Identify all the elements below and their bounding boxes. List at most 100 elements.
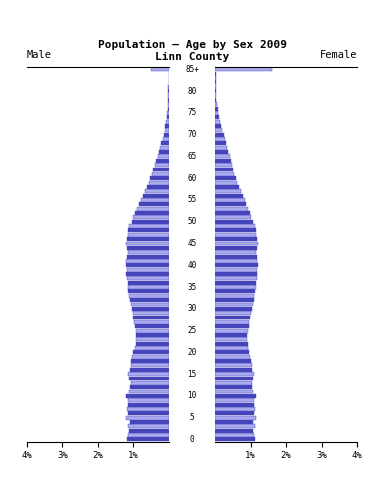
Bar (215, 155, 230, 158)
Bar (215, 193, 243, 198)
Bar (215, 416, 256, 420)
Bar (215, 324, 249, 328)
Bar (167, 115, 169, 119)
Bar (215, 289, 255, 293)
Bar (134, 216, 169, 219)
Bar (215, 72, 216, 76)
Bar (215, 137, 225, 141)
Bar (166, 124, 169, 128)
Bar (136, 329, 169, 333)
Bar (167, 107, 169, 110)
Bar (126, 241, 169, 245)
Bar (215, 172, 234, 176)
Bar (126, 272, 169, 276)
Bar (139, 203, 169, 206)
Bar (134, 350, 169, 354)
Bar (215, 185, 239, 189)
Bar (215, 307, 252, 311)
Text: 25: 25 (187, 326, 197, 335)
Bar (215, 216, 251, 219)
Bar (215, 424, 255, 428)
Bar (215, 407, 255, 411)
Bar (215, 259, 257, 263)
Bar (132, 307, 169, 311)
Bar (215, 359, 251, 363)
Bar (129, 433, 169, 437)
Bar (215, 241, 258, 245)
Bar (215, 142, 226, 145)
Text: 80: 80 (187, 87, 197, 96)
Text: 65: 65 (187, 152, 197, 161)
Bar (157, 155, 169, 158)
Bar (215, 76, 216, 80)
Bar (215, 254, 257, 259)
Bar (129, 390, 169, 394)
Bar (159, 150, 169, 154)
Bar (215, 315, 250, 320)
Bar (160, 146, 169, 150)
Bar (130, 385, 169, 389)
Bar (136, 337, 169, 341)
Bar (215, 220, 253, 224)
Bar (155, 163, 169, 167)
Bar (129, 429, 169, 432)
Bar (128, 281, 169, 285)
Text: 70: 70 (187, 130, 197, 139)
Bar (128, 250, 169, 254)
Bar (215, 333, 247, 337)
Bar (215, 180, 237, 184)
Bar (168, 98, 169, 102)
Bar (215, 381, 252, 385)
Bar (129, 224, 169, 228)
Bar (128, 398, 169, 402)
Bar (215, 81, 216, 84)
Bar (164, 133, 169, 137)
Text: Male: Male (27, 50, 52, 60)
Bar (215, 94, 216, 97)
Bar (149, 180, 169, 184)
Bar (129, 294, 169, 298)
Bar (151, 176, 169, 180)
Bar (131, 381, 169, 385)
Text: 20: 20 (187, 348, 197, 357)
Bar (215, 281, 256, 285)
Bar (129, 228, 169, 232)
Bar (215, 329, 248, 333)
Bar (215, 163, 232, 167)
Text: 85+: 85+ (185, 65, 199, 74)
Bar (161, 142, 169, 145)
Bar (215, 342, 248, 346)
Bar (215, 233, 256, 237)
Bar (215, 224, 255, 228)
Text: 10: 10 (187, 391, 197, 400)
Bar (215, 120, 220, 123)
Bar (215, 398, 255, 402)
Bar (215, 133, 223, 137)
Bar (215, 250, 256, 254)
Bar (215, 376, 253, 381)
Bar (151, 67, 169, 72)
Bar (147, 185, 169, 189)
Text: 0: 0 (190, 435, 194, 444)
Bar (128, 285, 169, 289)
Bar (132, 355, 169, 359)
Bar (127, 254, 169, 259)
Bar (127, 237, 169, 241)
Text: 30: 30 (187, 304, 197, 313)
Bar (133, 311, 169, 315)
Bar (136, 333, 169, 337)
Bar (131, 363, 169, 367)
Text: Female: Female (319, 50, 357, 60)
Bar (215, 372, 254, 376)
Bar (129, 403, 169, 407)
Bar (127, 268, 169, 272)
Bar (126, 259, 169, 263)
Bar (215, 85, 216, 89)
Bar (215, 67, 272, 72)
Bar (127, 276, 169, 280)
Bar (128, 411, 169, 415)
Bar (215, 128, 222, 132)
Bar (215, 390, 253, 394)
Bar (162, 137, 169, 141)
Bar (145, 189, 169, 193)
